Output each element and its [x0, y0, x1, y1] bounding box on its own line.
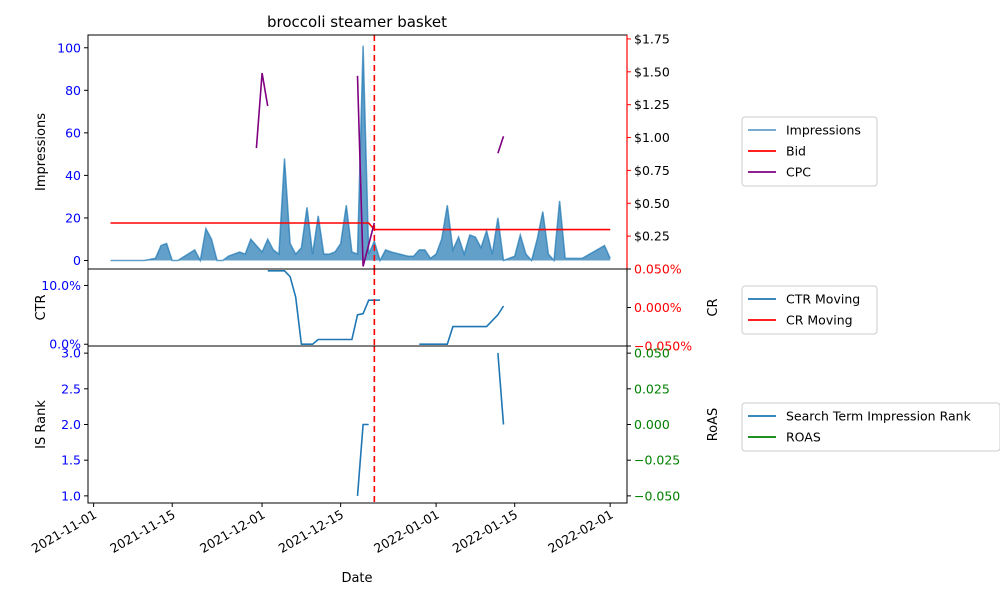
right-tick-label: 0.000%: [634, 300, 682, 315]
left-tick-label: 2.0: [61, 417, 81, 432]
right-tick-label: −0.050%: [634, 339, 692, 354]
right-tick-label: 0.000: [634, 417, 670, 432]
chart-title: broccoli steamer basket: [267, 13, 447, 31]
legend-box: [741, 402, 1000, 452]
right-tick-label: $1.00: [634, 130, 670, 145]
left-tick-label: 0: [73, 253, 81, 268]
right-tick-label: $0.75: [634, 163, 670, 178]
left-tick-label: 3.0: [61, 346, 81, 361]
legend-label: Search Term Impression Rank: [786, 409, 972, 424]
left-tick-label: 10.0%: [41, 278, 81, 293]
series-line-search-term-impression-rank-0: [356, 423, 369, 496]
panel-3: 1.0 1.5 2.0 2.5 3.0 0.050 0.025 0.000 −0.025 −0.0…: [34, 345, 1000, 504]
y-axis-label-left: CTR: [34, 294, 49, 320]
right-tick-label: $0.25: [634, 229, 670, 244]
series-group: [110, 45, 611, 267]
legend-box: [741, 116, 878, 187]
panel-frame: [87, 268, 628, 347]
legend-label: Impressions: [786, 123, 861, 138]
series-group: [356, 353, 505, 496]
y-axis-label-right: CR: [706, 298, 721, 316]
series-group: [267, 270, 505, 345]
x-axis-label: Date: [341, 571, 372, 586]
left-tick-label: 100: [57, 40, 81, 55]
series-line-cpc-2: [497, 135, 505, 154]
x-axis: 2021-11-01 2021-11-15 2021-12-01 2021-12-15…: [29, 503, 616, 556]
legend-label: Bid: [786, 144, 806, 159]
x-tick-label: 2021-12-15: [276, 507, 346, 556]
y-axis-label-left: Impressions: [34, 113, 49, 191]
x-tick-label: 2022-01-15: [450, 507, 520, 556]
x-tick-label: 2021-12-01: [197, 507, 267, 556]
series-line-ctr-moving-0: [267, 270, 380, 345]
panel-2: 0.0% 10.0% 0.050% 0.000% −0.050% CTR CR CTR Mov…: [34, 262, 878, 354]
left-tick-label: 1.5: [61, 453, 81, 468]
legend: Impressions Bid CPC: [741, 116, 878, 187]
y-axis-label-left: IS Rank: [34, 400, 49, 449]
right-tick-label: −0.050: [634, 488, 680, 503]
right-tick-label: $1.75: [634, 31, 670, 46]
right-tick-label: $1.25: [634, 97, 670, 112]
series-line-search-term-impression-rank-1: [497, 353, 505, 425]
left-tick-label: 60: [65, 125, 81, 140]
left-tick-label: 40: [65, 168, 81, 183]
legend: CTR Moving CR Moving: [741, 285, 878, 335]
right-tick-label: 0.050: [634, 346, 670, 361]
right-tick-label: $1.50: [634, 64, 670, 79]
series-line-impressions: [110, 45, 611, 263]
legend-label: ROAS: [786, 430, 821, 445]
left-tick-label: 0.0%: [49, 337, 81, 352]
left-tick-label: 2.5: [61, 381, 81, 396]
series-line-bid-0: [110, 222, 611, 231]
panel-1: 0 20 40 60 80 100 $0.25 $0.50 $0.75 $1.00 $1.25 $1.…: [34, 31, 878, 270]
legend-label: CR Moving: [786, 313, 853, 328]
series-line-cpc-0: [255, 72, 269, 149]
x-tick-label: 2021-11-01: [29, 507, 99, 556]
left-tick-label: 80: [65, 83, 81, 98]
right-tick-label: 0.025: [634, 381, 670, 396]
left-tick-label: 20: [65, 210, 81, 225]
right-tick-label: −0.025: [634, 453, 680, 468]
x-tick-label: 2022-02-01: [545, 507, 615, 556]
x-tick-label: 2021-11-15: [107, 507, 177, 556]
legend-label: CTR Moving: [786, 292, 860, 307]
panel-frame: [87, 345, 628, 504]
legend: Search Term Impression Rank ROAS: [741, 402, 1000, 452]
legend-box: [741, 285, 878, 335]
x-tick-label: 2022-01-01: [371, 507, 441, 556]
right-tick-label: $0.50: [634, 196, 670, 211]
y-axis-label-right: RoAS: [706, 408, 721, 442]
left-tick-label: 1.0: [61, 488, 81, 503]
legend-label: CPC: [786, 165, 811, 180]
series-line-cpc-1: [356, 75, 376, 267]
series-line-ctr-moving-1: [419, 305, 505, 345]
right-tick-label: 0.050%: [634, 262, 682, 277]
